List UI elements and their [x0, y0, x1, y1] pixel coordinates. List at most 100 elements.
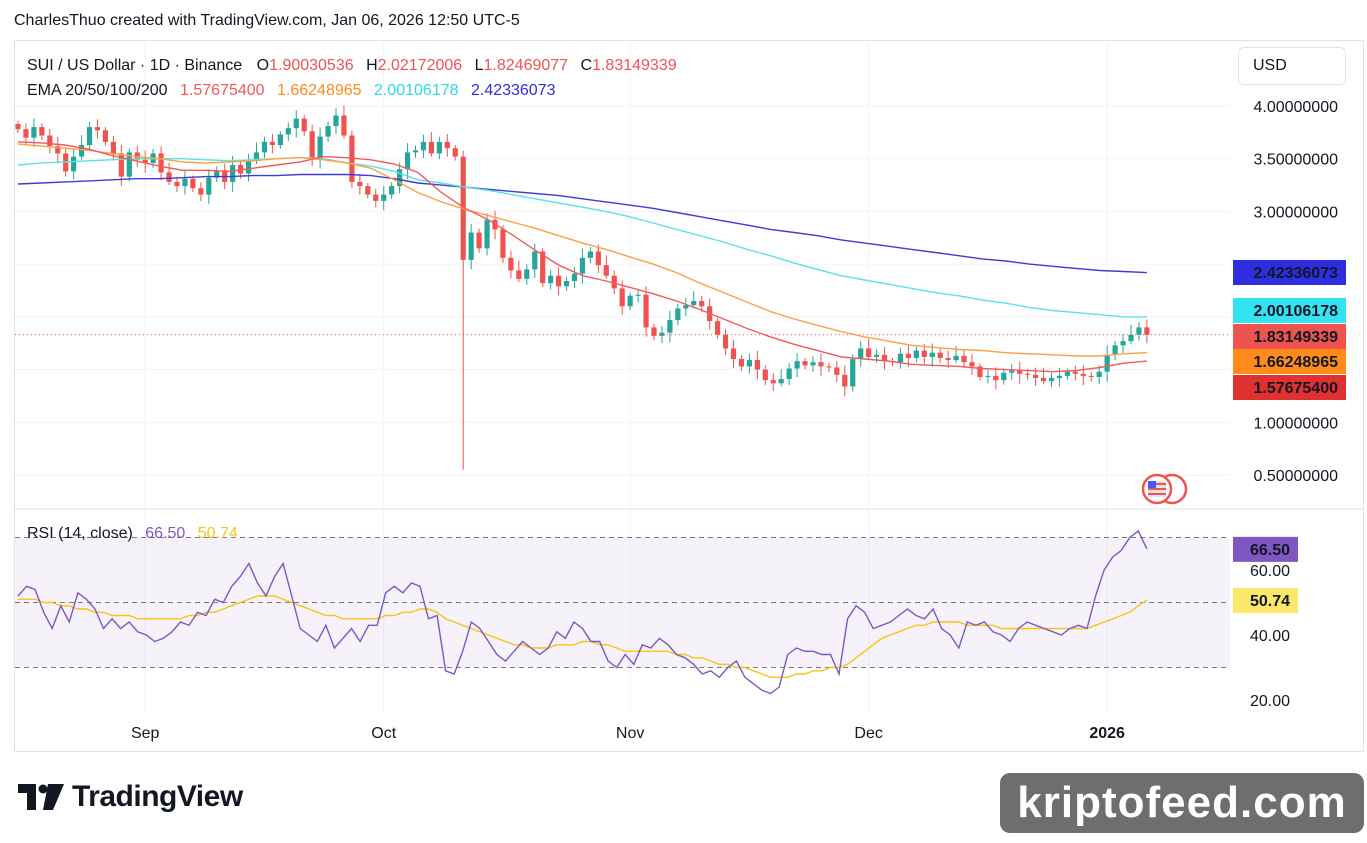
rsi-ma-line: [18, 595, 1148, 678]
candle-body: [738, 359, 745, 367]
chart-canvas[interactable]: 4.00000000 3.50000000 3.00000000 1.00000000…: [0, 0, 1367, 760]
price-badge: [1233, 260, 1346, 285]
candle-body: [1001, 372, 1007, 381]
candle-body: [253, 152, 260, 161]
rsi-tick-label: 60.00: [1250, 563, 1290, 580]
candle-body: [913, 350, 919, 358]
ema20-line: [17, 141, 1147, 373]
candle-body: [651, 327, 657, 336]
time-tick-label: Sep: [131, 725, 160, 742]
candle-body: [850, 359, 856, 387]
candle-body: [842, 374, 848, 387]
candle-body: [1040, 378, 1047, 382]
price-tick-label: 3.00000000: [1253, 204, 1338, 221]
candle-body: [1033, 374, 1039, 379]
candle-body: [611, 275, 617, 289]
candle-body: [309, 131, 315, 159]
price-badges: 2.42336073 2.00106178 1.83149339 1.66248965…: [1233, 260, 1346, 614]
candle-body: [293, 118, 299, 129]
candle-body: [579, 257, 586, 274]
candle-body: [730, 348, 737, 360]
candle-body: [55, 146, 61, 154]
price-badge-label: 1.83149339: [1253, 329, 1338, 346]
candle-body: [595, 251, 601, 266]
candle-body: [261, 141, 268, 153]
rsi-series: [17, 529, 1148, 695]
candle-body: [1120, 341, 1126, 346]
candle-body: [794, 361, 800, 369]
rsi-badge-label: 66.50: [1250, 542, 1290, 559]
candle-body: [126, 152, 132, 177]
candle-body: [699, 301, 705, 307]
candle-body: [94, 127, 101, 131]
candle-body: [1009, 370, 1015, 373]
legend-close-label: C: [581, 57, 593, 74]
legend-ema200-value: 2.42336073: [471, 82, 556, 99]
rsi-badge: [1233, 536, 1298, 562]
price-badge-label: 1.66248965: [1253, 354, 1338, 371]
rsi-badge: [1233, 588, 1298, 614]
chart-frame[interactable]: [14, 40, 1364, 752]
legend-ema: EMA 20/50/100/200 1.57675400 1.66248965 …: [27, 82, 556, 99]
price-badge-label: 1.57675400: [1253, 380, 1338, 397]
candle-body: [484, 219, 490, 249]
candle-body: [47, 135, 53, 147]
legend-rsi: RSI (14, close) 66.50 50.74: [27, 525, 238, 542]
legend-ema-label: EMA 20/50/100/200: [27, 82, 168, 99]
candle-body: [71, 156, 77, 172]
time-tick-label: 2026: [1089, 725, 1125, 742]
candle-body: [245, 160, 252, 174]
candle-body: [110, 141, 116, 154]
candle-body: [587, 251, 593, 258]
candle-body: [285, 128, 291, 135]
candle-body: [603, 265, 609, 276]
candle-body: [317, 136, 323, 159]
price-tick-label: 1.00000000: [1253, 415, 1338, 432]
candle-body: [277, 134, 283, 146]
candle-body: [166, 172, 172, 182]
candle-body: [548, 275, 554, 284]
currency-button[interactable]: USD: [1238, 47, 1346, 85]
candle-body: [301, 118, 307, 132]
candle-body: [198, 188, 204, 195]
candle-body: [953, 355, 959, 361]
candle-body: [563, 281, 570, 287]
legend-high-label: H: [366, 57, 378, 74]
candle-body: [532, 251, 538, 270]
candle-body: [1056, 375, 1063, 379]
tradingview-logo[interactable]: TradingView: [18, 780, 243, 814]
legend-open-label: O: [257, 57, 269, 74]
price-badge-label: 2.00106178: [1253, 303, 1338, 320]
time-axis[interactable]: Sep Oct Nov Dec 2026: [131, 725, 1125, 742]
rsi-tick-label: 40.00: [1250, 628, 1290, 645]
candle-body: [1096, 371, 1102, 377]
us-flag-event-icon[interactable]: [1141, 473, 1188, 505]
candle-body: [404, 152, 411, 170]
candle-body: [675, 308, 681, 321]
candle-body: [818, 362, 824, 367]
candle-body: [993, 375, 999, 381]
candle-body: [1064, 371, 1070, 376]
candle-body: [770, 380, 776, 384]
candle-body: [571, 273, 578, 282]
candle-body: [635, 294, 641, 296]
price-axis[interactable]: 4.00000000 3.50000000 3.00000000 1.00000000…: [1250, 99, 1338, 710]
candle-body: [826, 366, 832, 368]
candle-body: [357, 181, 363, 187]
legend-low-label: L: [475, 57, 484, 74]
candle-body: [452, 148, 458, 157]
candle-body: [1017, 370, 1023, 374]
chart-attribution: CharlesThuo created with TradingView.com…: [14, 12, 520, 29]
candle-body: [420, 141, 427, 151]
legend-ema100-value: 2.00106178: [374, 82, 459, 99]
candlestick-series: [15, 105, 1230, 470]
rsi-tick-label: 20.00: [1250, 693, 1290, 710]
legend-symbol-name: SUI / US Dollar · 1D · Binance: [27, 57, 242, 74]
candle-body: [206, 177, 212, 195]
candle-body: [325, 126, 331, 137]
price-badge: [1233, 375, 1346, 400]
time-tick-label: Nov: [616, 725, 644, 742]
candle-body: [31, 127, 37, 138]
candle-body: [866, 348, 872, 357]
candle-body: [985, 375, 991, 377]
